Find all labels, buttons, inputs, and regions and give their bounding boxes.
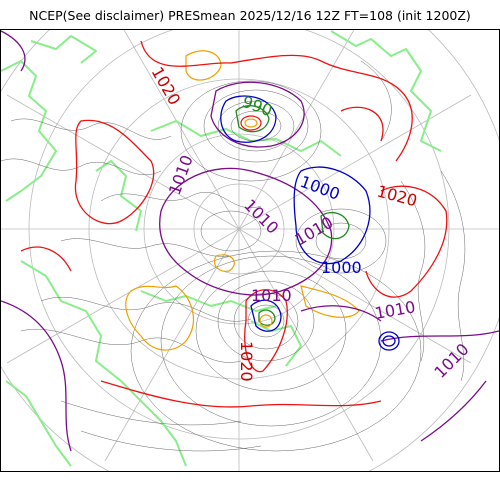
meridian-lines <box>1 30 499 471</box>
isobar-1010 <box>1 30 499 452</box>
coastlines <box>1 30 442 467</box>
isobar-label: 1010 <box>165 153 197 198</box>
isobar-1030 <box>125 50 360 351</box>
pressure-map: 1020 990 1010 1000 1020 1010 1000 1010 1… <box>1 30 499 471</box>
map-frame: 1020 990 1010 1000 1020 1010 1000 1010 1… <box>0 29 500 472</box>
isobar-label: 1010 <box>292 213 337 250</box>
isobar-1000 <box>220 95 400 351</box>
low-centers <box>240 115 273 328</box>
isobar-label: 1020 <box>375 182 419 211</box>
isobar-990 <box>235 105 350 326</box>
isobar-1020 <box>20 40 448 408</box>
isobar-label: 1000 <box>321 258 362 277</box>
isobar-label: 1010 <box>373 297 416 323</box>
map-title: NCEP(See disclaimer) PRESmean 2025/12/16… <box>29 8 471 23</box>
isobar-label: 1000 <box>298 172 343 204</box>
isobar-label: 1020 <box>237 341 256 382</box>
isobar-label: 1020 <box>148 64 185 109</box>
isobar-label: 1010 <box>251 286 292 305</box>
isobar-label: 990 <box>240 92 275 120</box>
minor-isobars <box>1 60 466 452</box>
